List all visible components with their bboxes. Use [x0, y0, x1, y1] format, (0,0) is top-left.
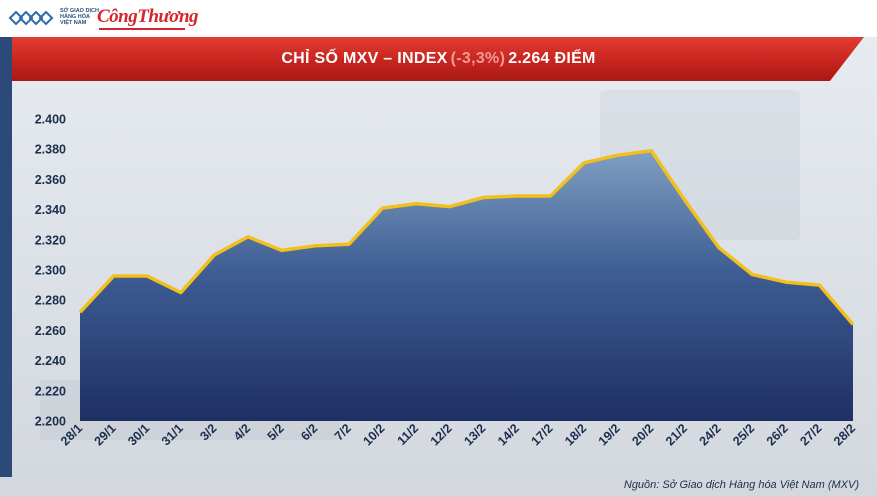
y-tick-label: 2.220 — [35, 384, 66, 398]
y-tick-label: 2.380 — [35, 143, 66, 157]
x-tick-label: 27/2 — [797, 421, 824, 448]
logo-line: HÀNG HÓA — [60, 14, 90, 20]
x-tick-label: 4/2 — [231, 421, 253, 443]
x-tick-label: 24/2 — [697, 421, 724, 448]
logo-line: SỞ GIAO DỊCH — [60, 8, 99, 14]
x-tick-label: 29/1 — [92, 421, 119, 448]
y-tick-label: 2.400 — [35, 113, 66, 127]
y-tick-label: 2.300 — [35, 264, 66, 278]
index-line — [78, 148, 855, 326]
x-tick-label: 6/2 — [298, 421, 320, 443]
x-tick-label: 11/2 — [395, 421, 422, 448]
y-tick-label: 2.260 — [35, 324, 66, 338]
y-axis: 2.200 2.220 2.240 2.260 2.280 2.300 2.320 2.340… — [35, 113, 66, 429]
y-tick-label: 2.320 — [35, 233, 66, 247]
x-tick-label: 28/2 — [831, 421, 858, 448]
y-tick-label: 2.240 — [35, 354, 66, 368]
y-tick-label: 2.340 — [35, 203, 66, 217]
mxv-logo-icon — [8, 10, 54, 26]
x-tick-label: 17/2 — [529, 421, 556, 448]
header-bar: SỞ GIAO DỊCH HÀNG HÓA VIỆT NAM CôngThươn… — [0, 0, 877, 37]
plot-area — [78, 148, 855, 421]
mxv-logo-text: SỞ GIAO DỊCH HÀNG HÓA VIỆT NAM — [60, 8, 100, 26]
title-change: (-3,3%) — [450, 50, 506, 67]
x-tick-label: 12/2 — [428, 421, 455, 448]
x-tick-label: 7/2 — [332, 421, 354, 443]
y-tick-label: 2.360 — [35, 173, 66, 187]
x-tick-label: 5/2 — [265, 421, 287, 443]
x-tick-label: 30/1 — [125, 421, 152, 448]
brand-underline — [99, 28, 185, 30]
x-tick-label: 18/2 — [562, 421, 589, 448]
x-tick-label: 21/2 — [663, 421, 690, 448]
title-suffix: 2.264 ĐIỂM — [508, 50, 596, 67]
title-banner — [12, 37, 864, 81]
chart-title: CHỈ SỐ MXV – INDEX (-3,3%) 2.264 ĐIỂM — [0, 37, 877, 81]
y-tick-label: 2.280 — [35, 294, 66, 308]
x-tick-label: 31/1 — [159, 421, 186, 448]
title-prefix: CHỈ SỐ MXV – INDEX — [281, 50, 448, 67]
x-tick-label: 13/2 — [461, 421, 488, 448]
x-tick-label: 10/2 — [360, 421, 387, 448]
x-axis: 28/1 29/1 30/1 31/1 3/2 4/2 5/2 6/2 7/2 10/2 11/2 1… — [58, 421, 858, 448]
x-tick-label: 14/2 — [495, 421, 522, 448]
source-note: Nguồn: Sở Giao dịch Hàng hóa Việt Nam (M… — [623, 479, 859, 491]
x-tick-label: 20/2 — [629, 421, 656, 448]
left-accent-bar — [0, 37, 12, 477]
x-tick-label: 19/2 — [596, 421, 623, 448]
logo-line: VIỆT NAM — [60, 20, 87, 26]
index-area — [80, 150, 853, 421]
x-tick-label: 25/2 — [730, 421, 757, 448]
x-tick-label: 3/2 — [197, 421, 219, 443]
x-tick-label: 26/2 — [764, 421, 791, 448]
brand-logo: CôngThương — [97, 6, 199, 27]
y-tick-label: 2.200 — [35, 415, 66, 429]
